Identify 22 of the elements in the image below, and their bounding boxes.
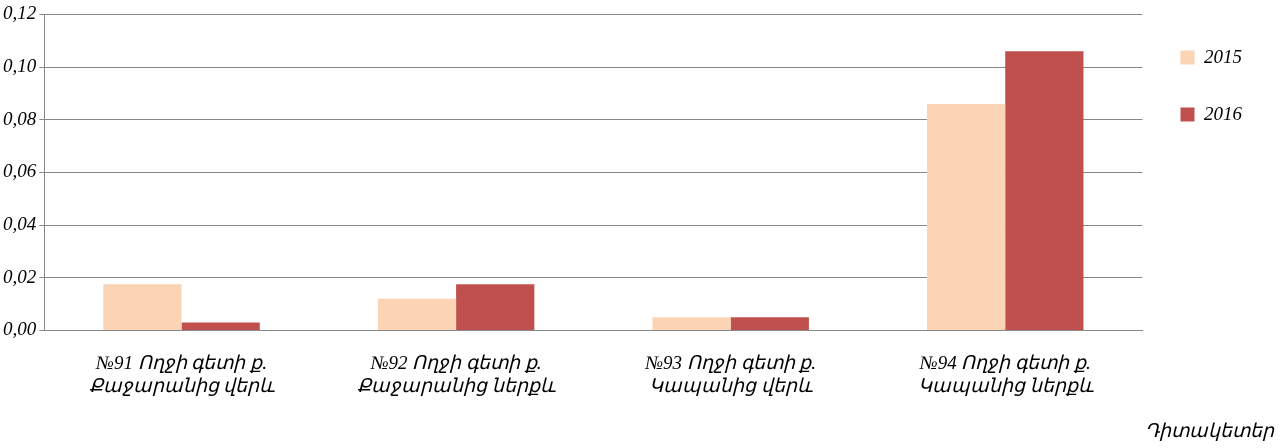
legend-label: 2015 (1204, 45, 1242, 67)
bar (103, 284, 182, 330)
x-axis-title: Դիտակետեր (1145, 419, 1274, 442)
y-tick-label: 0,10 (3, 55, 37, 77)
bar (652, 317, 731, 330)
bar (377, 298, 457, 330)
y-tick-label: 0,08 (3, 107, 37, 129)
bar (1005, 51, 1084, 330)
x-tick-label: №92 Ողջի գետի ք. Քաջարանից ներքև (357, 351, 556, 396)
y-tick-label: 0,02 (3, 265, 37, 287)
bar (181, 322, 260, 330)
y-tick-label: 0,00 (3, 318, 37, 340)
x-tick-label: №93 Ողջի գետի ք. Կապանից վերև (644, 351, 817, 396)
x-tick-label: №91 Ողջի գետի ք. Քաջարանից վերև (88, 351, 276, 396)
y-tick-label: 0,04 (3, 213, 37, 235)
bar (456, 284, 535, 330)
bar (730, 317, 809, 330)
y-tick-label: 0,06 (3, 160, 37, 182)
legend-label: 2016 (1204, 102, 1243, 124)
bar (926, 103, 1006, 330)
x-tick-label: №94 Ողջի գետի ք. Կապանից ներքև (917, 351, 1094, 396)
y-tick-label: 0,12 (3, 2, 37, 24)
